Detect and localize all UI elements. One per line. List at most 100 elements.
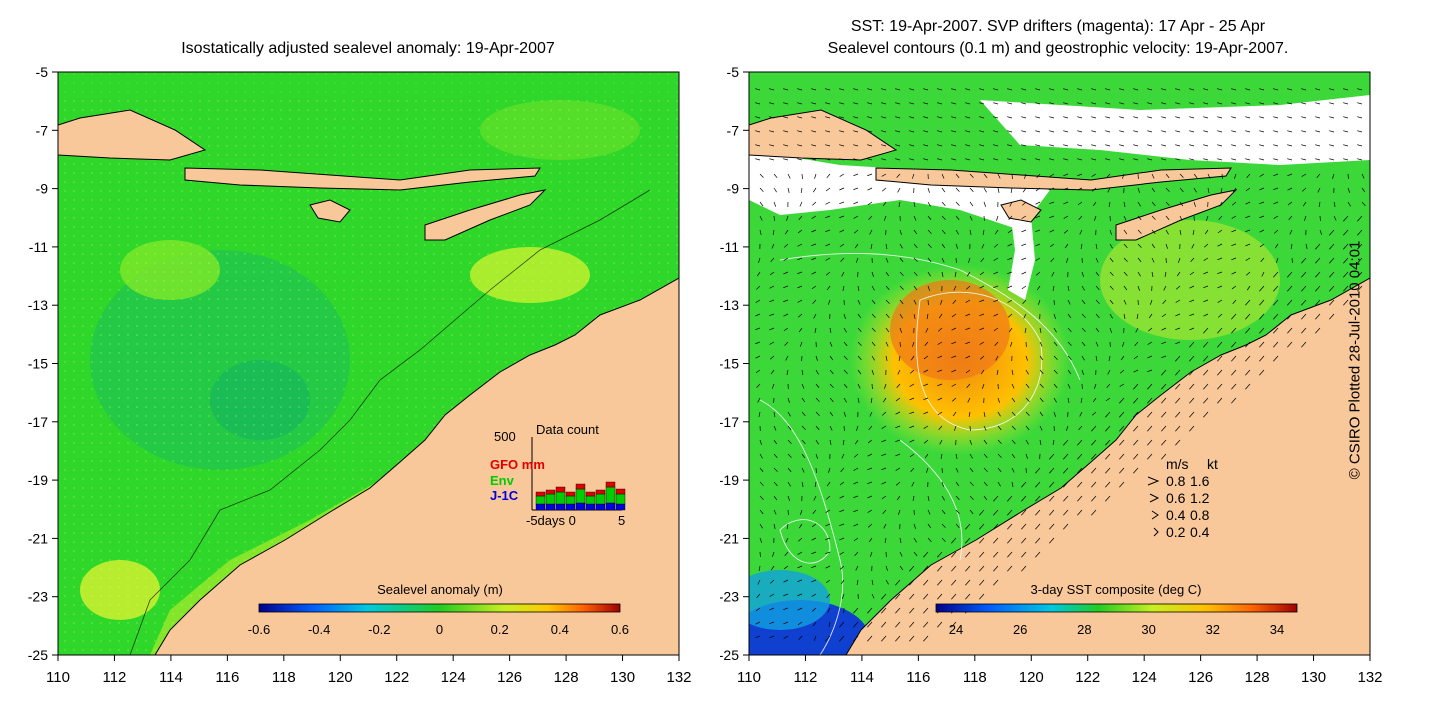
velocity-arrow [811, 243, 817, 247]
velocity-arrow [1259, 173, 1265, 177]
velocity-arrow [938, 327, 943, 332]
velocity-arrow [1273, 299, 1279, 306]
velocity-arrow [955, 453, 958, 459]
velocity-arrow [853, 229, 859, 234]
velocity-arrow [1287, 201, 1293, 206]
velocity-arrow [1049, 158, 1055, 161]
velocity-arrow [839, 621, 845, 628]
velocity-arrow [827, 299, 831, 305]
velocity-arrow [759, 453, 763, 459]
velocity-arrow [1318, 201, 1321, 207]
velocity-arrow [982, 229, 985, 235]
velocity-arrow [1077, 187, 1083, 191]
velocity-arrow [895, 607, 901, 614]
velocity-arrow [1231, 369, 1237, 376]
velocity-arrow [1165, 173, 1170, 179]
velocity-arrow [1066, 257, 1069, 263]
velocity-arrow [1231, 341, 1237, 348]
data-count-bars [535, 481, 626, 511]
velocity-arrow [1357, 158, 1363, 161]
velocity-arrow [909, 116, 915, 119]
velocity-arrow [951, 327, 957, 331]
velocity-arrow [1203, 271, 1209, 275]
velocity-arrow [951, 144, 957, 147]
velocity-arrow [825, 579, 831, 584]
velocity-arrow [813, 495, 817, 501]
velocity-arrow [1133, 439, 1139, 446]
velocity-arrow [1120, 369, 1125, 374]
velocity-arrow [869, 411, 873, 417]
velocity-arrow [755, 144, 761, 147]
velocity-arrow [1049, 243, 1055, 248]
velocity-arrow [785, 355, 789, 361]
velocity-arrow [811, 593, 817, 597]
velocity-arrow [814, 173, 817, 179]
velocity-arrow [787, 425, 792, 431]
velocity-arrow [1315, 285, 1321, 292]
velocity-arrow [829, 355, 834, 361]
velocity-arrow [1094, 215, 1097, 221]
velocity-arrow [1063, 453, 1069, 460]
velocity-arrow [1361, 173, 1365, 179]
velocity-arrow [1357, 144, 1363, 147]
data-count-bar [595, 493, 606, 505]
velocity-arrow [1165, 201, 1170, 206]
data-count-bar [565, 495, 576, 505]
velocity-arrow [867, 102, 873, 105]
right-axis-ticks: -5 -7 -9 -11 -13 -15 -17 -19 -21 -23 -25 110 112 114 1… [720, 64, 1383, 686]
velocity-arrow [1245, 130, 1251, 133]
velocity-arrow [757, 579, 761, 585]
velocity-arrow [885, 299, 890, 304]
velocity-arrow [1343, 299, 1349, 306]
velocity-arrow [994, 243, 999, 248]
velocity-arrow [1063, 481, 1069, 488]
velocity-arrow [909, 88, 915, 91]
velocity-arrow [1063, 523, 1069, 530]
velocity-arrow [1035, 523, 1041, 530]
velocity-arrow [913, 215, 917, 221]
velocity-arrow [909, 144, 915, 147]
velocity-arrow [811, 523, 817, 528]
velocity-arrow [759, 537, 763, 543]
velocity-arrow [1022, 201, 1027, 206]
velocity-arrow [1039, 397, 1044, 402]
velocity-arrow [1343, 130, 1349, 133]
velocity-arrow [1175, 102, 1181, 105]
velocity-arrow [1329, 88, 1335, 91]
velocity-arrow [797, 285, 803, 289]
velocity-arrow [1189, 102, 1195, 105]
y-tick-label: -7 [727, 122, 740, 138]
velocity-arrow [1175, 327, 1181, 331]
velocity-arrow [1190, 257, 1195, 262]
y-tick-label: -9 [727, 181, 740, 197]
velocity-arrow [1007, 130, 1013, 133]
velocity-arrow [923, 635, 929, 642]
velocity-arrow [1119, 467, 1125, 474]
velocity-arrow [1161, 369, 1167, 376]
velocity-arrow [1025, 369, 1029, 375]
velocity-arrow [882, 201, 887, 207]
velocity-arrow [881, 173, 887, 177]
velocity-arrow [1245, 327, 1251, 334]
velocity-arrow [1092, 187, 1097, 192]
velocity-arrow [1175, 144, 1181, 147]
velocity-arrow [1133, 88, 1139, 91]
velocity-arrow [1203, 88, 1209, 91]
velocity-arrow [870, 243, 873, 249]
velocity-arrow [954, 425, 957, 431]
velocity-arrow [993, 144, 999, 147]
velocity-arrow [1079, 229, 1083, 235]
velocity-arrow [1137, 271, 1141, 277]
velocity-arrow [1189, 411, 1195, 418]
velocity-arrow [1008, 327, 1013, 333]
velocity-arrow [1301, 285, 1307, 292]
velocity-arrow [841, 271, 845, 277]
velocity-arrow [1231, 313, 1237, 320]
velocity-arrow [853, 158, 859, 161]
velocity-arrow [951, 158, 957, 161]
velocity-arrow [969, 467, 974, 473]
velocity-arrow [951, 102, 957, 105]
velocity-arrow [1161, 158, 1167, 161]
velocity-arrow [1007, 285, 1013, 289]
velocity-arrow [783, 593, 789, 597]
